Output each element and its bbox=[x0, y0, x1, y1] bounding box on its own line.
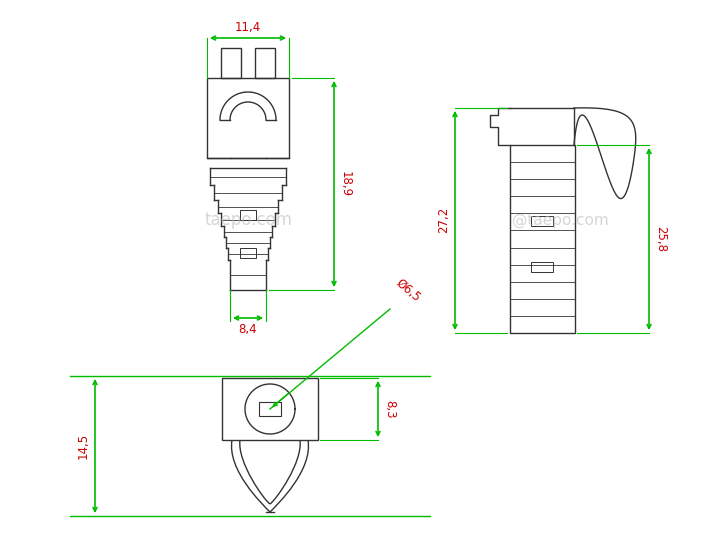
Text: @taepo.com: @taepo.com bbox=[512, 212, 609, 228]
Bar bbox=[259, 402, 281, 416]
Text: 27,2: 27,2 bbox=[437, 207, 450, 233]
Text: 11,4: 11,4 bbox=[235, 21, 261, 34]
Bar bbox=[510, 145, 575, 333]
Bar bbox=[222, 378, 318, 440]
Bar bbox=[531, 217, 553, 226]
Bar bbox=[240, 248, 256, 258]
Text: taepo.com: taepo.com bbox=[204, 211, 292, 229]
Bar bbox=[221, 48, 241, 78]
Bar bbox=[240, 210, 256, 220]
Text: 25,8: 25,8 bbox=[654, 226, 667, 252]
Text: 18,9: 18,9 bbox=[339, 171, 352, 197]
Bar bbox=[207, 78, 289, 158]
Bar bbox=[531, 262, 553, 272]
Text: 14,5: 14,5 bbox=[77, 433, 90, 459]
Bar bbox=[255, 48, 275, 78]
Text: 8,4: 8,4 bbox=[238, 323, 257, 336]
Text: 8,3: 8,3 bbox=[383, 400, 396, 418]
Text: Ø6,5: Ø6,5 bbox=[393, 276, 422, 304]
